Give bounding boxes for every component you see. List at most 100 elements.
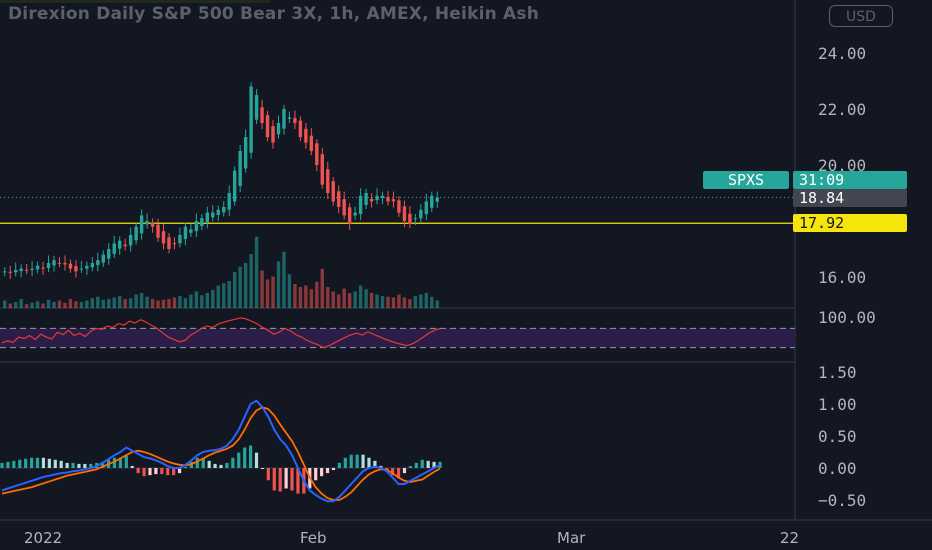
volume-bar <box>408 299 412 308</box>
macd-histogram-bar <box>172 468 176 476</box>
volume-bar <box>276 261 281 308</box>
volume-bar <box>52 302 56 308</box>
volume-bar <box>41 303 45 308</box>
price-tick-label: 22.00 <box>818 100 866 119</box>
macd-histogram-bar <box>154 468 158 475</box>
macd-histogram-bar <box>65 462 69 468</box>
volume-bar <box>326 287 330 308</box>
macd-histogram-bar <box>260 468 265 469</box>
volume-bar <box>211 290 215 308</box>
volume-bar <box>298 287 303 308</box>
volume-bar <box>200 295 204 308</box>
macd-histogram-bar <box>77 463 81 468</box>
candle <box>57 262 62 264</box>
rsi-tick-label: 100.00 <box>818 308 876 327</box>
macd-histogram-bar <box>47 458 51 468</box>
volume-bar <box>287 274 292 308</box>
volume-bar <box>8 303 12 308</box>
candle <box>364 193 368 205</box>
candle <box>123 244 127 247</box>
candle <box>46 263 51 269</box>
volume-bar <box>227 281 231 308</box>
candle <box>391 199 396 202</box>
volume-bar <box>271 276 275 308</box>
candle <box>112 243 116 254</box>
volume-bar <box>101 299 105 308</box>
candle <box>96 260 100 266</box>
candle <box>375 195 379 201</box>
volume-bar <box>118 296 122 308</box>
macd-histogram-bar <box>408 465 413 468</box>
volume-bar <box>63 302 67 308</box>
macd-histogram-bar <box>248 445 253 468</box>
candle <box>30 268 34 270</box>
volume-bar <box>74 301 78 308</box>
candle <box>118 240 122 249</box>
volume-bar <box>79 302 84 308</box>
candle <box>74 266 78 272</box>
macd-histogram-bar <box>278 468 282 492</box>
volume-bar <box>150 299 155 308</box>
currency-button[interactable]: USD <box>829 5 893 27</box>
volume-bar <box>112 297 116 308</box>
macd-histogram-bar <box>112 457 117 468</box>
macd-histogram-bar <box>231 457 235 468</box>
candle <box>232 170 237 202</box>
price-tick-label: 16.00 <box>818 268 866 287</box>
rsi-band <box>0 328 795 348</box>
volume-bar <box>337 294 341 308</box>
time-tick-label: Mar <box>557 529 586 547</box>
volume-bar <box>189 294 193 308</box>
volume-bar <box>265 279 270 308</box>
candle <box>430 195 434 208</box>
macd-histogram-bar <box>35 457 40 468</box>
macd-histogram-bar <box>331 468 336 471</box>
candle <box>408 213 412 224</box>
macd-histogram-bar <box>266 468 270 481</box>
candle <box>68 263 73 269</box>
candle <box>178 235 182 244</box>
volume-bar <box>216 285 220 308</box>
level-price-badge: 17.92 <box>793 214 907 232</box>
macd-histogram-bar <box>53 459 57 468</box>
volume-bar <box>254 236 259 308</box>
volume-bar <box>386 296 390 308</box>
candle <box>320 154 324 185</box>
macd-histogram-bar <box>166 468 170 476</box>
macd-tick-label: 0.50 <box>818 427 857 446</box>
volume-bar <box>128 298 133 308</box>
volume-bar <box>134 294 138 308</box>
candle <box>276 123 281 135</box>
macd-histogram-bar <box>420 459 424 468</box>
macd-histogram-bar <box>201 457 205 468</box>
macd-histogram-bar <box>101 461 105 468</box>
volume-bar <box>178 296 182 308</box>
candle <box>52 260 56 266</box>
macd-histogram-bar <box>290 468 294 491</box>
candle <box>172 243 177 245</box>
macd-histogram-bar <box>254 452 259 468</box>
macd-histogram-bar <box>367 457 371 468</box>
candle <box>358 195 363 215</box>
candle <box>309 135 314 151</box>
volume-bar <box>243 263 248 308</box>
macd-histogram-bar <box>243 447 247 468</box>
volume-bar <box>320 269 324 308</box>
candle <box>238 151 242 186</box>
macd-histogram-bar <box>41 457 46 468</box>
macd-histogram-bar <box>414 462 418 468</box>
volume-bar <box>19 299 23 308</box>
macd-histogram-bar <box>213 463 217 468</box>
candle <box>369 198 374 202</box>
volume-bar <box>435 300 439 308</box>
time-tick-label: 22 <box>780 529 799 547</box>
macd-histogram-bar <box>142 468 146 477</box>
macd-histogram-bar <box>426 460 430 468</box>
candle <box>353 212 357 216</box>
volume-bar <box>205 293 210 308</box>
volume-bar <box>342 288 346 308</box>
macd-histogram-bar <box>118 457 122 468</box>
volume-bar <box>380 296 385 308</box>
macd-histogram-bar <box>12 460 16 468</box>
